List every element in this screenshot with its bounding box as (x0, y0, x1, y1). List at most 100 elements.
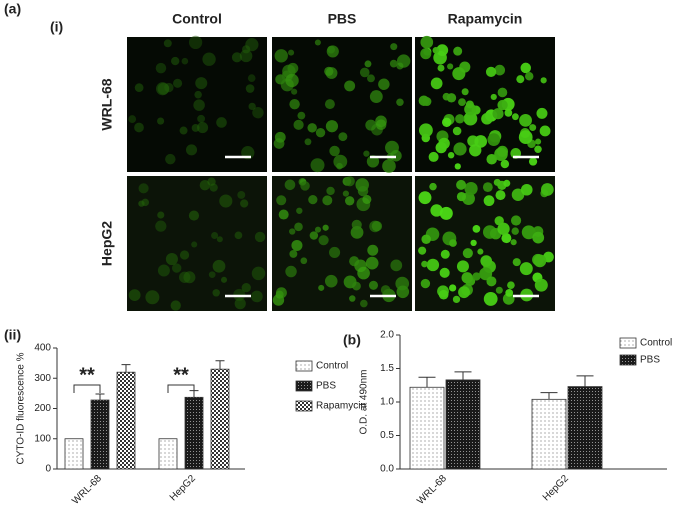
cell (380, 285, 391, 295)
cell (179, 126, 188, 135)
cell (325, 120, 339, 133)
cell (293, 119, 304, 130)
cell (359, 67, 370, 78)
cell (418, 246, 427, 255)
column-label: Control (172, 11, 222, 27)
cell (519, 113, 532, 127)
cell (252, 106, 264, 119)
cell (511, 188, 525, 202)
cell (482, 182, 493, 193)
x-tick-label: WRL-68 (415, 473, 449, 507)
cell (487, 133, 501, 146)
cell (333, 154, 348, 169)
cell (426, 258, 440, 272)
cell (247, 74, 256, 82)
cell (157, 117, 165, 125)
cell (289, 98, 300, 110)
legend-label: Control (316, 361, 348, 372)
cell (461, 88, 469, 96)
y-tick-label: 0.5 (380, 430, 394, 441)
cell (382, 159, 396, 173)
cell (507, 281, 515, 289)
error-bar (215, 360, 225, 370)
cell (440, 249, 450, 259)
cell (365, 119, 377, 131)
column-label: PBS (328, 11, 357, 27)
cell (309, 231, 319, 240)
cell (155, 220, 167, 232)
cell (422, 97, 432, 107)
cell (291, 88, 298, 95)
bar (64, 438, 84, 470)
cell (472, 272, 481, 281)
cell (163, 39, 172, 48)
cell (251, 290, 263, 303)
cell (338, 132, 348, 142)
cell (452, 67, 466, 81)
cell (456, 191, 467, 202)
cell (492, 108, 504, 120)
cell (360, 299, 368, 308)
cell (503, 179, 511, 187)
bar (531, 398, 567, 470)
cell (449, 239, 457, 247)
annotation: ** (79, 364, 95, 386)
cell (134, 83, 144, 93)
cell (456, 260, 469, 273)
cell (512, 258, 521, 267)
cell (157, 264, 170, 277)
cell (344, 176, 355, 187)
cell (539, 125, 551, 137)
cell (145, 290, 160, 305)
legend-swatch (295, 360, 313, 372)
y-tick-label: 400 (34, 343, 51, 354)
cell (307, 123, 317, 133)
cell (208, 271, 216, 279)
cell (254, 231, 266, 243)
cell (197, 114, 206, 123)
cell (436, 44, 449, 57)
cell (497, 87, 508, 98)
cell (430, 204, 443, 217)
cell (375, 115, 387, 128)
cell (453, 142, 467, 156)
cell (439, 267, 450, 278)
cell (134, 122, 144, 133)
y-tick-label: 100 (34, 433, 51, 444)
y-tick-label: 0 (45, 464, 51, 475)
cell (418, 123, 433, 138)
panel-label: (b) (343, 332, 361, 348)
cell (216, 117, 227, 128)
cell (486, 276, 497, 287)
cell (378, 78, 390, 90)
cell (428, 151, 439, 162)
cell (344, 196, 355, 206)
cell (362, 194, 372, 204)
cell (390, 43, 398, 51)
cell (351, 219, 362, 230)
cell (497, 222, 510, 235)
cell (188, 210, 200, 221)
x-tick-label: HepG2 (168, 473, 198, 503)
cell (420, 278, 431, 289)
cell (308, 194, 318, 205)
cell (465, 100, 474, 109)
cell (300, 257, 308, 265)
legend-label: Control (640, 338, 672, 349)
cell (521, 225, 536, 240)
cell (191, 123, 200, 132)
cell (368, 280, 379, 290)
cell (220, 276, 228, 283)
cell (322, 224, 329, 231)
cell (453, 46, 463, 56)
cell (193, 99, 205, 111)
cell (442, 117, 452, 128)
column-label: Rapamycin (448, 11, 523, 27)
cell (241, 282, 251, 293)
cell (296, 207, 303, 214)
micrograph (415, 176, 555, 311)
cell (349, 256, 360, 267)
cell (396, 54, 411, 68)
cell (324, 274, 338, 288)
cell (510, 239, 517, 246)
